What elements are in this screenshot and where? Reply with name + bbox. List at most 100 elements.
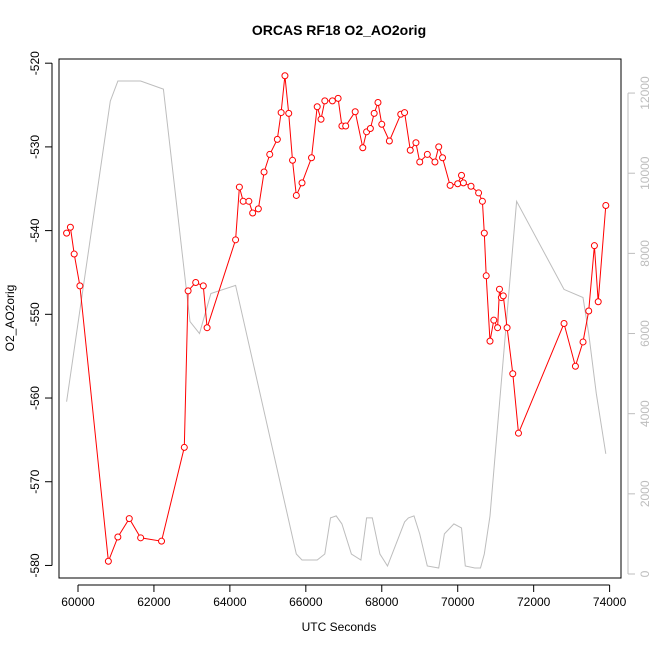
data-point <box>245 197 253 205</box>
data-point <box>486 337 494 345</box>
x-tick-label: 68000 <box>365 595 399 609</box>
chart-title: ORCAS RF18 O2_AO2orig <box>252 22 426 38</box>
x-tick-label: 74000 <box>593 595 627 609</box>
data-point <box>503 324 511 332</box>
y-tick-label: -560 <box>28 386 42 410</box>
y-axis-label: O2_AO2orig <box>3 285 17 352</box>
data-point <box>313 103 321 111</box>
data-point <box>334 94 342 102</box>
data-point <box>158 537 166 545</box>
data-point <box>439 154 447 162</box>
data-point <box>273 135 281 143</box>
data-point <box>328 97 336 105</box>
data-point <box>321 97 329 105</box>
data-point <box>125 515 133 523</box>
data-point <box>571 362 579 370</box>
secondary-series <box>66 80 607 569</box>
data-point <box>406 146 414 154</box>
data-point <box>401 109 409 117</box>
data-point <box>366 124 374 132</box>
y-tick-label: -550 <box>28 302 42 326</box>
data-point <box>239 197 247 205</box>
data-point <box>66 223 74 231</box>
data-point <box>76 282 84 290</box>
y-tick-label: -530 <box>28 135 42 159</box>
y-tick-label: -540 <box>28 218 42 242</box>
data-point <box>184 287 192 295</box>
data-point <box>435 143 443 151</box>
data-point <box>260 168 268 176</box>
data-point <box>114 533 122 541</box>
data-point <box>467 182 475 190</box>
data-point <box>374 99 382 107</box>
data-point <box>458 171 466 179</box>
data-point <box>285 109 293 117</box>
data-point <box>317 115 325 123</box>
primary-series <box>63 72 610 565</box>
data-point <box>203 324 211 332</box>
data-point <box>192 279 200 287</box>
data-point <box>416 158 424 166</box>
data-point <box>199 282 207 290</box>
y2-tick-label: 6000 <box>638 320 650 347</box>
data-point <box>446 181 454 189</box>
x-tick-label: 72000 <box>517 595 551 609</box>
data-point <box>277 109 285 117</box>
data-point <box>579 338 587 346</box>
y2-tick-label: 8000 <box>638 240 650 267</box>
data-point <box>514 429 522 437</box>
data-point <box>423 150 431 158</box>
data-point <box>482 272 490 280</box>
data-point <box>249 209 257 217</box>
data-point <box>351 108 359 116</box>
data-point <box>494 324 502 332</box>
data-point <box>308 154 316 162</box>
data-point <box>289 156 297 164</box>
data-point <box>431 158 439 166</box>
data-point <box>232 236 240 244</box>
y2-tick-label: 10000 <box>638 156 650 190</box>
x-tick-label: 70000 <box>441 595 475 609</box>
data-point <box>370 109 378 117</box>
data-point <box>585 307 593 315</box>
data-point <box>594 298 602 306</box>
primary-series-line <box>66 75 607 562</box>
data-point <box>235 183 243 191</box>
plot-frame <box>58 58 622 579</box>
y-tick-label: -580 <box>28 553 42 577</box>
x-tick-label: 62000 <box>137 595 171 609</box>
y2-tick-label: 0 <box>638 570 650 577</box>
y2-tick-label: 12000 <box>638 76 650 110</box>
data-point <box>480 229 488 237</box>
data-point <box>378 120 386 128</box>
data-point <box>590 242 598 250</box>
data-point <box>560 320 568 328</box>
x-tick-label: 66000 <box>289 595 323 609</box>
data-point <box>602 201 610 209</box>
data-point <box>495 285 503 293</box>
data-point <box>180 443 188 451</box>
data-point <box>70 250 78 258</box>
y2-tick-label: 2000 <box>638 480 650 507</box>
data-point <box>298 179 306 187</box>
data-point <box>137 534 145 542</box>
data-point <box>490 316 498 324</box>
data-point <box>359 144 367 152</box>
data-point <box>412 139 420 147</box>
y2-tick-label: 4000 <box>638 400 650 427</box>
y-tick-label: -520 <box>28 51 42 75</box>
data-point <box>509 370 517 378</box>
x-axis-label: UTC Seconds <box>302 620 377 634</box>
x-tick-label: 60000 <box>61 595 95 609</box>
axes: 60000 62000 64000 66000 68000 70000 72000 74000… <box>28 51 650 609</box>
data-point <box>342 122 350 130</box>
data-point <box>63 229 71 237</box>
data-point <box>281 72 289 80</box>
data-point <box>475 189 483 197</box>
data-point <box>478 197 486 205</box>
x-tick-label: 64000 <box>213 595 247 609</box>
data-point <box>254 205 262 213</box>
data-point <box>266 150 274 158</box>
data-point <box>292 191 300 199</box>
